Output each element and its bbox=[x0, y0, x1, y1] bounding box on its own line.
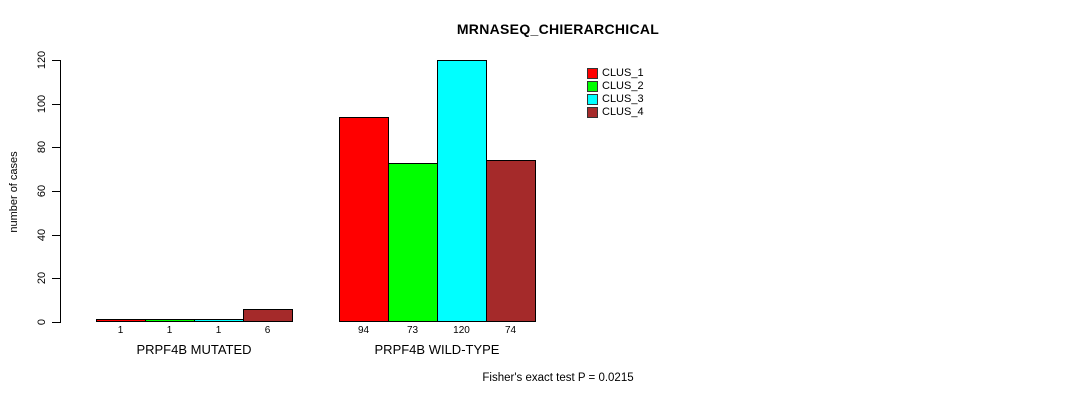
bar-clus_3-group1 bbox=[194, 319, 244, 322]
y-tick-label: 120 bbox=[36, 50, 48, 70]
bar-value-label: 74 bbox=[504, 325, 517, 336]
bar-value-label: 94 bbox=[357, 325, 370, 336]
y-tick bbox=[52, 104, 61, 105]
y-tick-label: 20 bbox=[36, 271, 48, 285]
y-tick-label: 60 bbox=[36, 184, 48, 198]
legend-swatch-clus_4 bbox=[587, 107, 598, 118]
legend-swatch-clus_3 bbox=[587, 94, 598, 105]
y-tick bbox=[52, 235, 61, 236]
x-group-label: PRPF4B WILD-TYPE bbox=[374, 342, 500, 357]
bar-value-label: 120 bbox=[453, 325, 470, 336]
x-group-label: PRPF4B MUTATED bbox=[136, 342, 252, 357]
y-tick bbox=[52, 278, 61, 279]
legend-swatch-clus_2 bbox=[587, 81, 598, 92]
y-tick-label: 100 bbox=[36, 94, 48, 114]
bar-clus_2-group2 bbox=[388, 163, 438, 322]
y-axis-label: number of cases bbox=[8, 151, 20, 233]
y-tick bbox=[52, 60, 61, 61]
bar-value-label: 6 bbox=[264, 325, 271, 336]
bar-clus_1-group1 bbox=[96, 319, 146, 322]
y-tick bbox=[52, 147, 61, 148]
legend-label: CLUS_2 bbox=[602, 80, 644, 92]
chart-title: MRNASEQ_CHIERARCHICAL bbox=[456, 21, 660, 37]
bar-value-label: 1 bbox=[215, 325, 222, 336]
bar-clus_4-group1 bbox=[243, 309, 293, 322]
bar-clus_1-group2 bbox=[339, 117, 389, 322]
bar-value-label: 1 bbox=[166, 325, 173, 336]
bar-clus_4-group2 bbox=[486, 160, 536, 322]
bar-value-label: 73 bbox=[406, 325, 419, 336]
legend-label: CLUS_1 bbox=[602, 67, 644, 79]
y-tick bbox=[52, 191, 61, 192]
annotation-fisher-test: Fisher's exact test P = 0.0215 bbox=[482, 372, 634, 384]
legend-swatch-clus_1 bbox=[587, 68, 598, 79]
y-tick-label: 40 bbox=[36, 228, 48, 242]
bar-value-label: 1 bbox=[117, 325, 124, 336]
y-tick-label: 0 bbox=[36, 318, 48, 326]
legend-label: CLUS_4 bbox=[602, 106, 644, 118]
bar-clus_2-group1 bbox=[145, 319, 195, 322]
legend-label: CLUS_3 bbox=[602, 93, 644, 105]
y-tick bbox=[52, 322, 61, 323]
bar-clus_3-group2 bbox=[437, 60, 487, 322]
y-tick-label: 80 bbox=[36, 140, 48, 154]
